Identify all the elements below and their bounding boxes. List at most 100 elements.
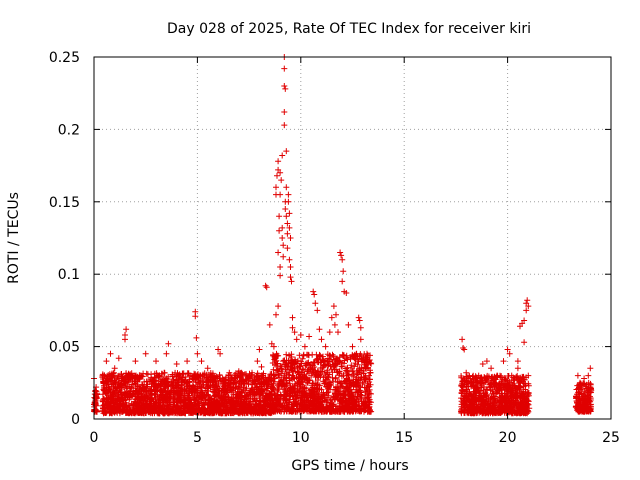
roti-point bbox=[117, 389, 124, 396]
roti-point bbox=[518, 377, 525, 384]
roti-point bbox=[465, 379, 472, 386]
roti-point bbox=[583, 381, 590, 388]
roti-point bbox=[357, 324, 364, 331]
roti-point bbox=[147, 387, 154, 394]
roti-point bbox=[358, 394, 365, 401]
roti-point bbox=[514, 365, 521, 372]
roti-point bbox=[109, 393, 116, 400]
roti-point bbox=[355, 358, 362, 365]
roti-point bbox=[355, 314, 362, 321]
roti-point bbox=[257, 388, 263, 395]
roti-point bbox=[239, 403, 246, 410]
roti-point bbox=[107, 388, 114, 395]
roti-point bbox=[462, 407, 468, 414]
roti-point bbox=[489, 390, 496, 397]
roti-point bbox=[275, 158, 282, 165]
roti-point bbox=[220, 398, 227, 405]
roti-point bbox=[471, 410, 478, 416]
roti-point bbox=[249, 404, 256, 411]
roti-point bbox=[130, 402, 137, 409]
roti-point bbox=[366, 357, 373, 363]
roti-point bbox=[215, 346, 222, 353]
roti-point bbox=[153, 358, 159, 365]
roti-point bbox=[319, 368, 326, 375]
roti-point bbox=[156, 372, 163, 379]
roti-point bbox=[525, 303, 532, 310]
roti-point bbox=[127, 387, 134, 394]
roti-point bbox=[460, 384, 467, 391]
roti-point bbox=[104, 381, 111, 388]
roti-point bbox=[581, 375, 588, 382]
roti-point bbox=[310, 403, 317, 410]
roti-point bbox=[576, 397, 583, 403]
roti-point bbox=[161, 405, 168, 412]
roti-point bbox=[311, 388, 318, 395]
roti-point bbox=[138, 391, 145, 398]
roti-point bbox=[316, 353, 323, 360]
roti-point bbox=[353, 350, 360, 357]
roti-point bbox=[333, 384, 340, 391]
roti-point bbox=[458, 390, 465, 396]
roti-point bbox=[106, 386, 113, 393]
roti-point bbox=[289, 314, 296, 321]
roti-point bbox=[339, 390, 346, 396]
roti-point bbox=[158, 387, 165, 394]
roti-point bbox=[334, 392, 341, 399]
roti-point bbox=[522, 382, 529, 389]
roti-point bbox=[180, 370, 187, 377]
roti-point bbox=[580, 392, 587, 399]
roti-point bbox=[333, 406, 339, 413]
roti-point bbox=[110, 392, 116, 399]
roti-point bbox=[184, 358, 191, 365]
roti-point bbox=[284, 220, 291, 227]
roti-point bbox=[315, 395, 322, 402]
roti-point bbox=[490, 381, 497, 388]
roti-point bbox=[322, 377, 329, 384]
roti-point bbox=[202, 410, 209, 416]
roti-point bbox=[101, 406, 108, 412]
roti-point bbox=[304, 380, 311, 387]
roti-point bbox=[366, 386, 373, 393]
roti-point bbox=[232, 380, 239, 387]
roti-point bbox=[497, 395, 503, 401]
roti-point bbox=[483, 358, 490, 365]
roti-point bbox=[226, 406, 233, 412]
roti-point bbox=[159, 397, 165, 404]
roti-point bbox=[496, 381, 503, 388]
roti-point bbox=[162, 388, 169, 395]
roti-point bbox=[122, 396, 129, 403]
roti-point bbox=[126, 383, 133, 390]
roti-point bbox=[119, 373, 125, 380]
roti-point bbox=[187, 372, 194, 379]
roti-point bbox=[585, 372, 592, 379]
roti-point bbox=[158, 380, 165, 387]
roti-point bbox=[186, 385, 193, 392]
roti-point bbox=[522, 388, 529, 395]
roti-point bbox=[326, 329, 333, 336]
roti-point bbox=[273, 395, 279, 402]
roti-point bbox=[173, 361, 180, 367]
roti-point bbox=[139, 382, 146, 389]
roti-point bbox=[303, 351, 310, 358]
roti-point bbox=[212, 382, 219, 389]
roti-point bbox=[307, 402, 314, 409]
roti-point bbox=[266, 321, 273, 328]
roti-point bbox=[477, 374, 484, 381]
roti-point bbox=[338, 252, 345, 259]
roti-point bbox=[333, 311, 339, 318]
roti-point bbox=[235, 383, 242, 390]
roti-point bbox=[350, 368, 357, 374]
roti-point bbox=[163, 350, 170, 357]
roti-point bbox=[204, 383, 211, 390]
roti-point bbox=[334, 405, 341, 412]
y-tick-label: 0.15 bbox=[49, 195, 80, 211]
roti-point bbox=[311, 291, 318, 298]
roti-point bbox=[202, 387, 209, 394]
roti-point bbox=[235, 368, 242, 375]
roti-point bbox=[319, 356, 326, 363]
roti-point bbox=[129, 373, 136, 380]
roti-point bbox=[288, 278, 295, 285]
roti-point bbox=[318, 406, 325, 413]
roti-point bbox=[461, 346, 468, 353]
roti-point bbox=[252, 391, 259, 397]
